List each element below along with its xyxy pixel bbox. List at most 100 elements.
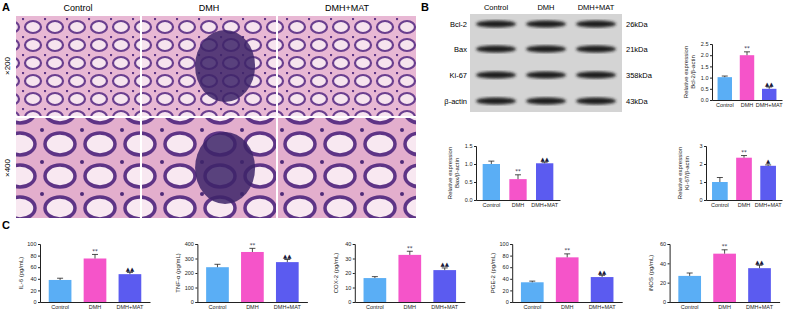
- y-tick: 40: [660, 261, 670, 267]
- bar: [591, 277, 614, 302]
- y-tick-mark: [704, 200, 706, 201]
- x-tick-label: DMH: [404, 304, 417, 310]
- error-bar-stem: [252, 248, 253, 252]
- error-bar: [488, 161, 494, 164]
- y-tick-label: 1.5: [701, 64, 709, 70]
- blot-band: [476, 45, 516, 52]
- x-axis: ControlDMHDMH+MAT: [477, 201, 561, 208]
- y-tick: 100: [500, 241, 513, 247]
- y-tick-label: 2.0: [701, 52, 709, 58]
- error-bar-cap: [722, 76, 728, 77]
- blot-protein-label: Bax: [454, 45, 467, 54]
- y-tick-label: 20: [30, 288, 36, 294]
- y-tick: 200: [185, 270, 198, 276]
- bar-chart: 0204060ControlDMHDMH+MATiNOS (pg/mL)**▲▲: [648, 241, 781, 310]
- blot-band: [526, 97, 566, 104]
- significance-mark: ▲▲: [440, 261, 449, 267]
- bar: [84, 259, 107, 303]
- plot-marks: [712, 156, 776, 200]
- y-tick: 0.0: [465, 197, 476, 203]
- y-tick: 0: [699, 197, 706, 203]
- y-tick-mark: [668, 302, 670, 303]
- bar-chart: 0.00.51.01.5ControlDMHDMH+MATRelative ex…: [447, 143, 561, 208]
- y-axis-title: iNOS (pg/mL): [648, 255, 654, 292]
- y-tick-label: 40: [660, 261, 666, 267]
- histology-image: [142, 118, 276, 218]
- significance-mark: ▲: [766, 158, 771, 164]
- y-tick: 3: [699, 143, 706, 149]
- x-axis-line: [41, 302, 151, 303]
- y-tick: 0.0: [701, 97, 712, 103]
- blot-size-label: 358kDa: [626, 71, 653, 80]
- y-tick: 80: [30, 253, 40, 259]
- bar-chart: 0123ControlDMHDMH+MATRelative expression…: [677, 143, 783, 208]
- x-tick: DMH: [89, 304, 102, 310]
- panel-letter: B: [421, 1, 429, 13]
- y-tick: 100: [185, 285, 198, 291]
- y-tick: 0.5: [701, 86, 712, 92]
- y-tick-mark: [668, 244, 670, 245]
- error-bar: [687, 273, 693, 276]
- x-tick-label: DMH+MAT: [116, 304, 144, 310]
- blot-band: [476, 97, 516, 104]
- x-tick-label: DMH+MAT: [589, 304, 617, 310]
- y-axis-line: [195, 245, 198, 303]
- significance-mark: ▲▲: [765, 81, 774, 87]
- y-tick-label: 0.0: [465, 197, 473, 203]
- error-bar-stem: [759, 265, 760, 268]
- y-tick-mark: [668, 263, 670, 264]
- y-axis-line: [710, 45, 713, 101]
- y-tick-mark: [38, 279, 40, 280]
- bar-chart: 010203040ControlDMHDMH+MATCOX-2 (pg/mL)*…: [333, 241, 466, 310]
- error-bar: [542, 162, 548, 163]
- y-tick-mark: [510, 267, 512, 268]
- x-axis: ControlDMHDMH+MAT: [707, 201, 783, 208]
- x-tick-label: Control: [523, 304, 541, 310]
- y-tick-mark: [704, 146, 706, 147]
- histology-image: [16, 16, 140, 116]
- y-tick-label: 1.5: [465, 143, 473, 149]
- x-axis-line: [477, 200, 561, 201]
- y-tick-mark: [510, 290, 512, 291]
- y-tick: 0: [191, 299, 198, 305]
- significance-mark: ▲▲: [540, 156, 549, 162]
- y-tick-label: 2: [699, 161, 702, 167]
- bar: [49, 280, 72, 302]
- y-tick: 60: [30, 264, 40, 270]
- y-tick-label: 0: [191, 299, 194, 305]
- y-tick: 40: [503, 276, 513, 282]
- histology-row-label: ×400: [3, 158, 12, 177]
- error-bar-cap: [442, 267, 448, 268]
- plot-marks: [49, 254, 142, 302]
- y-axis-title: TNF-α (pg/mL): [175, 253, 181, 292]
- bar: [483, 164, 500, 200]
- x-tick-label: DMH+MAT: [274, 304, 302, 310]
- histology-column-label: Control: [63, 3, 92, 13]
- x-axis: ControlDMHDMH+MAT: [513, 303, 623, 310]
- y-tick: 60: [503, 264, 513, 270]
- bar: [398, 255, 421, 302]
- x-tick-label: DMH+MAT: [746, 304, 774, 310]
- y-tick-label: 1: [699, 179, 702, 185]
- y-axis: 020406080100: [500, 241, 513, 305]
- y-tick-mark: [195, 259, 197, 260]
- lymphoid-cluster: [195, 132, 255, 204]
- bar: [556, 257, 579, 302]
- error-bar-cap: [765, 164, 771, 165]
- x-tick: DMH+MAT: [274, 304, 302, 310]
- x-axis: ControlDMHDMH+MAT: [355, 303, 465, 310]
- x-tick: Control: [51, 304, 69, 310]
- y-tick-mark: [474, 200, 476, 201]
- error-bar-stem: [95, 254, 96, 258]
- error-bar-cap: [529, 281, 535, 282]
- bar: [509, 179, 526, 200]
- y-tick-mark: [704, 164, 706, 165]
- y-tick: 0: [506, 299, 513, 305]
- x-tick: Control: [523, 304, 541, 310]
- histology-column-label: DMH: [199, 3, 220, 13]
- y-tick: 100: [27, 241, 40, 247]
- y-axis-line: [353, 245, 356, 303]
- y-tick-mark: [510, 279, 512, 280]
- significance-mark: **: [741, 149, 747, 155]
- y-tick: 0: [663, 299, 670, 305]
